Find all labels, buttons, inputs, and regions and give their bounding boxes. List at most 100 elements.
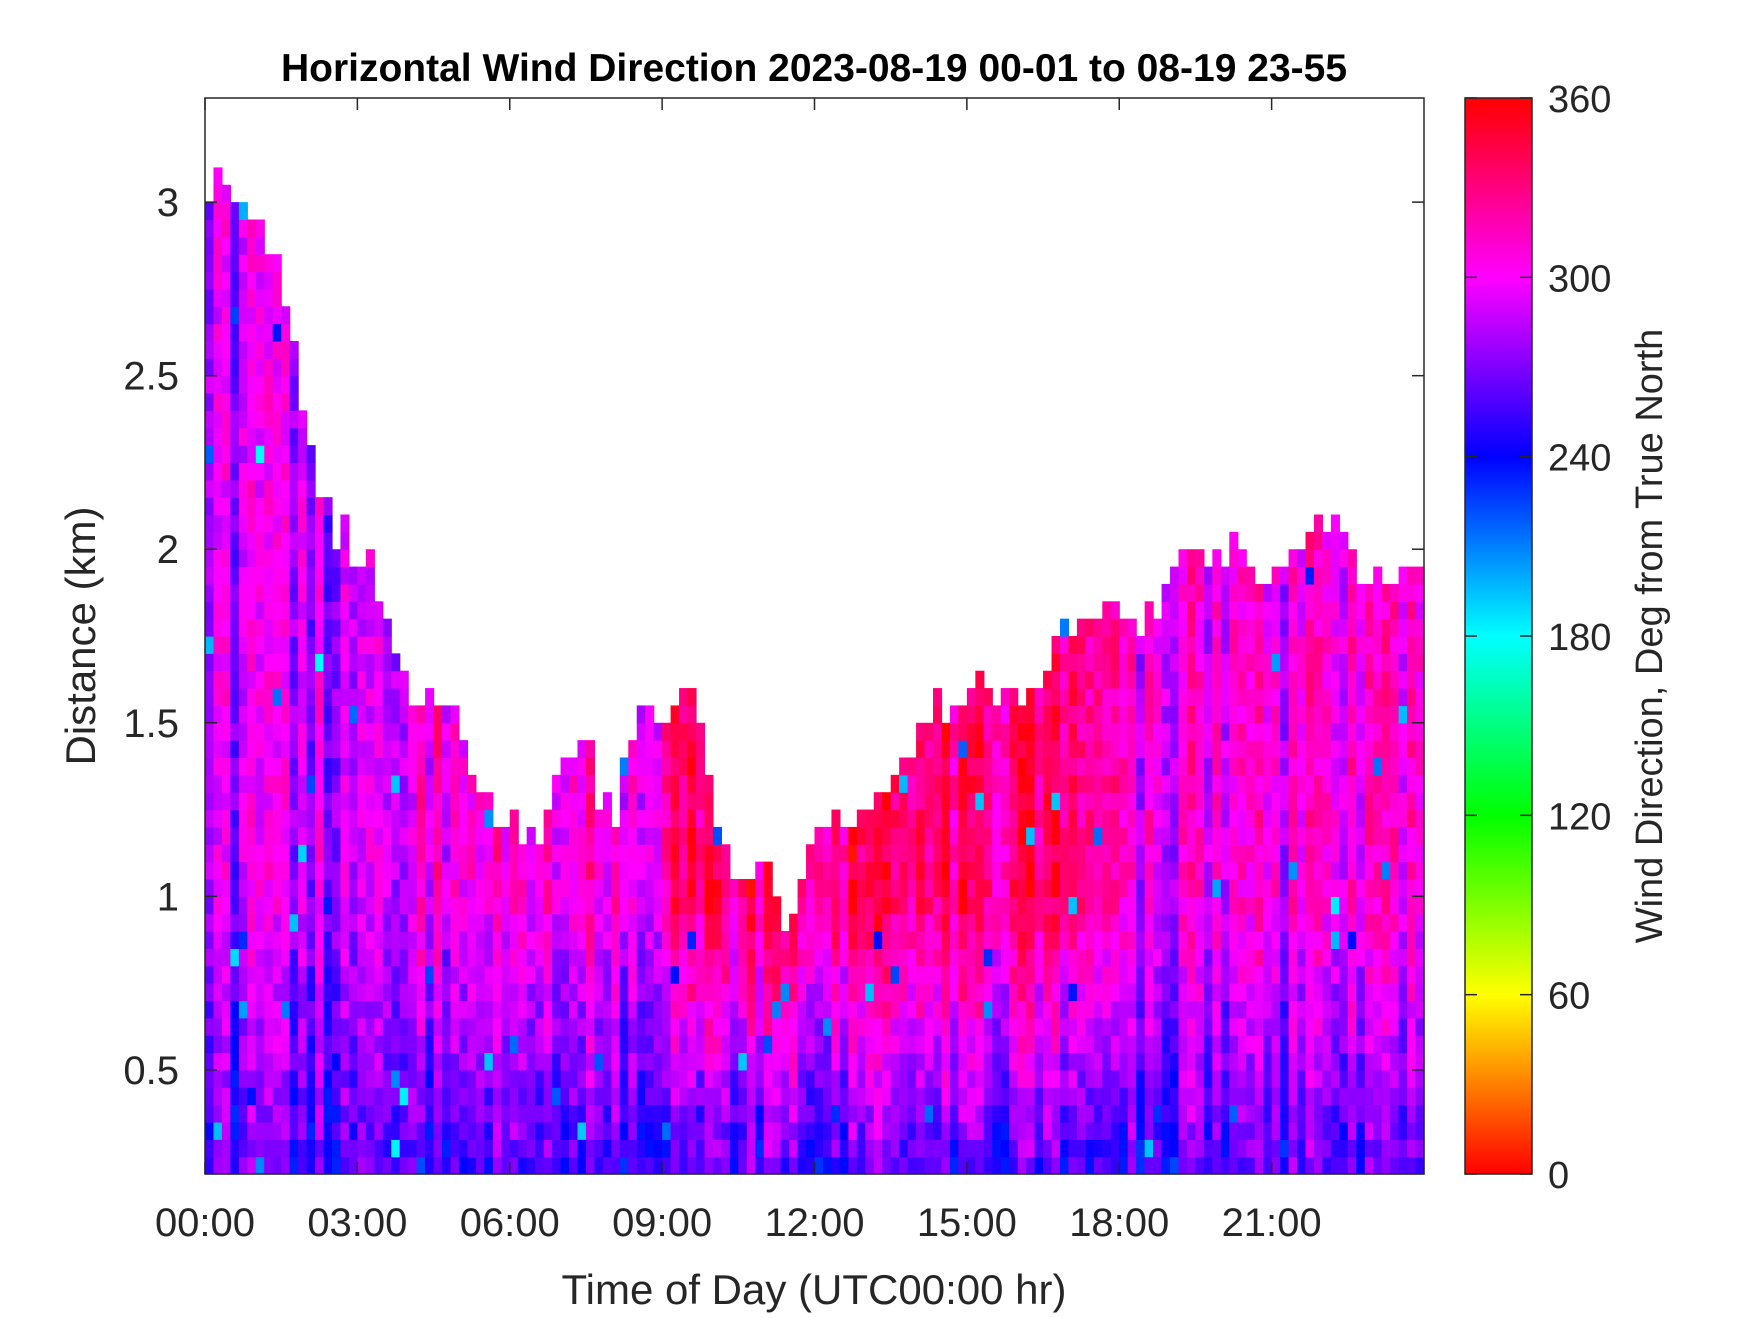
heatmap-cell-3303 bbox=[1170, 861, 1180, 880]
heatmap-cell-2823 bbox=[1043, 878, 1053, 897]
heatmap-cell-3094 bbox=[1119, 1121, 1129, 1140]
heatmap-cell-2344 bbox=[890, 826, 900, 845]
heatmap-cell-2560 bbox=[966, 1087, 976, 1106]
heatmap-cell-1761 bbox=[653, 913, 663, 932]
heatmap-cell-519 bbox=[281, 809, 291, 828]
heatmap-cell-388 bbox=[255, 288, 265, 307]
heatmap-cell-2756 bbox=[1026, 1069, 1036, 1088]
heatmap-cell-2437 bbox=[924, 896, 934, 915]
heatmap-cell-3843 bbox=[1297, 705, 1307, 724]
heatmap-cell-3583 bbox=[1237, 965, 1247, 984]
heatmap-cell-1220 bbox=[450, 826, 460, 845]
heatmap-cell-3786 bbox=[1288, 1069, 1298, 1088]
heatmap-cell-1001 bbox=[382, 688, 392, 707]
heatmap-cell-4163 bbox=[1373, 826, 1383, 845]
heatmap-cell-3691 bbox=[1263, 913, 1273, 932]
heatmap-cell-2846 bbox=[1051, 983, 1061, 1002]
heatmap-cell-1294 bbox=[475, 844, 485, 863]
heatmap-cell-1119 bbox=[425, 1156, 435, 1175]
heatmap-cell-122 bbox=[221, 1017, 231, 1036]
heatmap-cell-529 bbox=[281, 636, 291, 654]
heatmap-cell-3051 bbox=[1102, 722, 1112, 741]
heatmap-cell-2192 bbox=[831, 913, 841, 932]
heatmap-cell-3796 bbox=[1288, 896, 1298, 915]
heatmap-cell-144 bbox=[221, 636, 231, 654]
heatmap-cell-1680 bbox=[628, 948, 638, 967]
heatmap-cell-2998 bbox=[1093, 1087, 1103, 1106]
heatmap-cell-30 bbox=[205, 636, 215, 654]
heatmap-cell-1974 bbox=[729, 1087, 739, 1106]
heatmap-cell-2058 bbox=[772, 1139, 782, 1158]
heatmap-cell-2116 bbox=[797, 913, 807, 932]
heatmap-cell-2741 bbox=[1017, 861, 1027, 880]
heatmap-cell-3912 bbox=[1313, 774, 1324, 793]
heatmap-cell-937 bbox=[365, 601, 375, 620]
heatmap-cell-606 bbox=[298, 1000, 308, 1019]
heatmap-cell-2993 bbox=[1085, 618, 1095, 637]
heatmap-cell-725 bbox=[323, 1104, 333, 1123]
heatmap-cell-4313 bbox=[1407, 618, 1417, 637]
heatmap-cell-3299 bbox=[1170, 931, 1180, 949]
x-tick-label-3: 09:00 bbox=[612, 1201, 712, 1245]
heatmap-cell-2576 bbox=[966, 809, 976, 828]
heatmap-cell-1987 bbox=[738, 1156, 748, 1175]
heatmap-cell-2883 bbox=[1059, 878, 1070, 897]
heatmap-cell-2173 bbox=[822, 896, 833, 915]
heatmap-cell-965 bbox=[374, 740, 384, 759]
heatmap-cell-3419 bbox=[1195, 705, 1205, 724]
heatmap-cell-68 bbox=[213, 948, 223, 967]
heatmap-cell-4227 bbox=[1390, 913, 1400, 932]
heatmap-cell-3484 bbox=[1212, 809, 1222, 828]
heatmap-cell-1132 bbox=[425, 931, 435, 949]
heatmap-cell-1487 bbox=[560, 1087, 570, 1106]
heatmap-cell-2057 bbox=[772, 1156, 782, 1175]
heatmap-cell-674 bbox=[306, 583, 316, 602]
heatmap-cell-1368 bbox=[509, 1017, 519, 1036]
heatmap-cell-2713 bbox=[1009, 861, 1019, 880]
heatmap-cell-1223 bbox=[450, 774, 460, 793]
heatmap-cell-3215 bbox=[1144, 670, 1154, 689]
heatmap-cell-2104 bbox=[797, 1121, 807, 1140]
heatmap-cell-3885 bbox=[1305, 601, 1315, 620]
heatmap-cell-3596 bbox=[1237, 740, 1247, 759]
heatmap-cell-4185 bbox=[1381, 1052, 1391, 1071]
heatmap-cell-2153 bbox=[814, 896, 824, 915]
heatmap-cell-2456 bbox=[933, 1017, 943, 1036]
heatmap-cell-2280 bbox=[865, 809, 875, 828]
heatmap-cell-228 bbox=[238, 1139, 248, 1158]
heatmap-cell-1225 bbox=[450, 740, 460, 759]
heatmap-cell-3026 bbox=[1102, 1156, 1112, 1175]
heatmap-cell-3926 bbox=[1313, 531, 1324, 550]
heatmap-cell-1852 bbox=[679, 705, 689, 724]
heatmap-cell-3408 bbox=[1195, 896, 1205, 915]
heatmap-cell-1051 bbox=[399, 896, 409, 915]
heatmap-cell-2496 bbox=[941, 809, 951, 828]
heatmap-cell-4087 bbox=[1356, 965, 1366, 984]
heatmap-cell-1092 bbox=[416, 1156, 426, 1175]
heatmap-cell-3690 bbox=[1263, 931, 1273, 949]
heatmap-cell-4325 bbox=[1415, 1017, 1425, 1036]
heatmap-cell-2967 bbox=[1085, 1069, 1095, 1088]
heatmap-cell-34 bbox=[205, 566, 215, 585]
heatmap-cell-3906 bbox=[1313, 878, 1324, 897]
heatmap-cell-1614 bbox=[602, 948, 612, 967]
heatmap-cell-3779 bbox=[1280, 583, 1290, 602]
heatmap-cell-359 bbox=[255, 792, 265, 811]
heatmap-cell-760 bbox=[323, 497, 333, 516]
heatmap-cell-2186 bbox=[831, 1017, 841, 1036]
heatmap-cell-1681 bbox=[628, 931, 638, 949]
heatmap-cell-4295 bbox=[1407, 931, 1417, 949]
heatmap-cell-310 bbox=[247, 688, 257, 707]
heatmap-cell-2525 bbox=[949, 757, 960, 776]
heatmap-cell-3702 bbox=[1263, 722, 1273, 741]
heatmap-cell-1216 bbox=[450, 896, 460, 915]
heatmap-cell-3195 bbox=[1144, 1017, 1154, 1036]
heatmap-cell-183 bbox=[230, 948, 240, 967]
heatmap-cell-3987 bbox=[1330, 774, 1340, 793]
heatmap-cell-2143 bbox=[814, 1069, 824, 1088]
heatmap-cell-3645 bbox=[1254, 1121, 1264, 1140]
heatmap-cell-3025 bbox=[1093, 618, 1103, 637]
heatmap-cell-481 bbox=[272, 549, 282, 568]
heatmap-cell-1411 bbox=[526, 965, 536, 984]
heatmap-cell-2007 bbox=[746, 1104, 756, 1123]
